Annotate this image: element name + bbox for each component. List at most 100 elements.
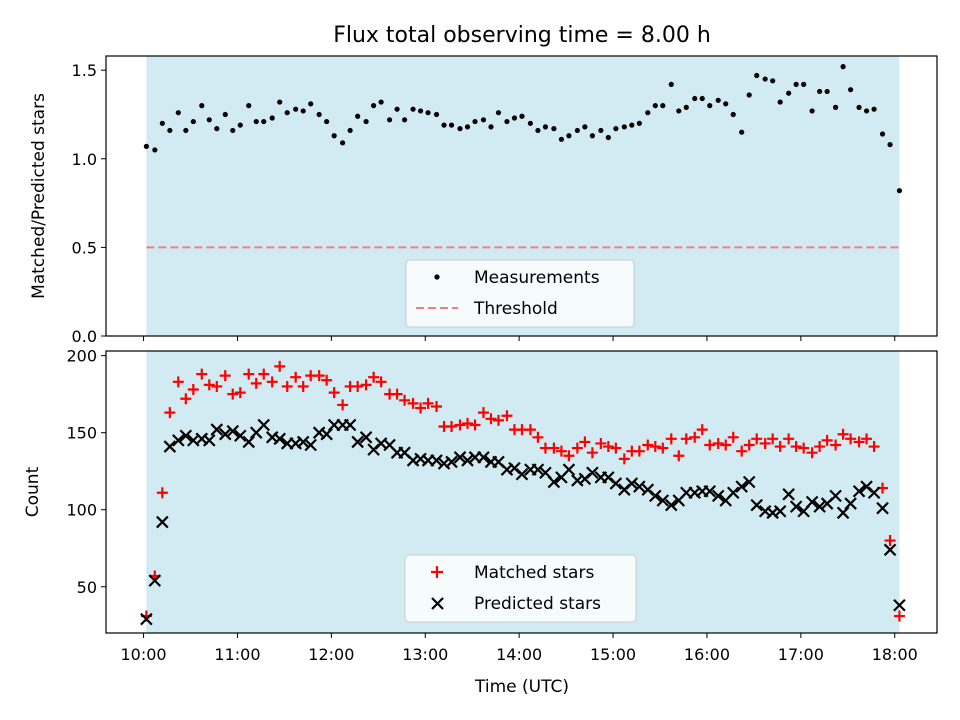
measurement-point (386, 117, 393, 123)
matched-star-point (250, 377, 262, 389)
matched-star-point (814, 441, 826, 453)
measurement-point (832, 104, 839, 110)
bottom-axes-frame (105, 350, 938, 634)
measurement-point (504, 118, 510, 125)
measurement-point (777, 99, 783, 105)
matched-star-point (642, 439, 654, 451)
matched-star-point (853, 436, 865, 448)
measurement-point (246, 103, 252, 109)
count-panel: 50 100 150 200 10:00 11:00 12:00 13:00 14:00 15:… (23, 347, 938, 697)
measurement-point (824, 88, 830, 95)
bottom-x-ticks: 10:00 11:00 12:00 13:00 14:00 15:00 16:00 17:00… (121, 633, 918, 664)
matched-star-point (524, 424, 536, 436)
matched-star-point (266, 376, 278, 388)
top-x-ticks (143, 336, 896, 341)
measurement-point (668, 81, 674, 87)
predicted-star-point (172, 434, 185, 447)
measurement-point (143, 143, 149, 149)
measurement-point (293, 106, 299, 112)
measurement-point (433, 111, 440, 118)
measurement-point (636, 120, 642, 126)
predicted-star-point (893, 598, 906, 612)
matched-star-point (180, 393, 192, 405)
matched-star-point (203, 379, 215, 391)
matched-star-point (462, 417, 474, 429)
predicted-star-point (273, 432, 286, 446)
matched-star-point (736, 445, 748, 457)
matched-star-point (821, 434, 833, 446)
matched-star-point (743, 439, 755, 451)
matched-star-point (571, 442, 583, 454)
predicted-star-points (140, 418, 906, 626)
matched-star-point (274, 360, 286, 372)
measurement-point (472, 118, 478, 125)
measurement-point (707, 103, 713, 109)
x-tick-label: 18:00 (872, 645, 918, 664)
ratio-panel: 0.0 0.5 1.0 1.5 Matched/Predicted stars Mea… (29, 55, 938, 346)
top-y-tick-label: 0.5 (72, 238, 97, 257)
measurement-point (448, 122, 455, 128)
predicted-star-point (179, 429, 193, 443)
measurement-point (347, 127, 353, 134)
measurement-point (355, 113, 361, 119)
measurement-point (167, 127, 173, 134)
measurement-point (542, 124, 549, 130)
predicted-star-point (836, 506, 850, 520)
top-y-ticks: 0.0 0.5 1.0 1.5 (72, 61, 106, 346)
top-axes-frame (105, 55, 938, 337)
predicted-star-point (453, 451, 467, 464)
matched-star-point (469, 419, 481, 431)
measurement-point (300, 108, 306, 114)
matched-star-point (446, 421, 458, 433)
matched-star-point (328, 387, 340, 399)
measurement-point (199, 103, 205, 109)
predicted-star-point (242, 435, 256, 449)
top-legend-box (405, 259, 635, 328)
measurement-point (324, 118, 330, 125)
measurement-point (817, 88, 823, 95)
matched-star-point (321, 374, 333, 386)
matched-star-point (868, 441, 880, 453)
matched-star-point (234, 387, 246, 399)
matched-star-point (477, 407, 489, 419)
matched-star-point (586, 447, 598, 459)
matched-star-point (431, 400, 443, 412)
predicted-star-point (649, 489, 662, 503)
bottom-y-tick-label: 50 (77, 578, 97, 597)
predicted-star-point (726, 486, 740, 500)
matched-star-point (595, 437, 607, 449)
predicted-star-point (750, 498, 763, 512)
top-y-tick-label: 1.5 (72, 61, 97, 80)
measurement-point (692, 95, 698, 102)
matched-star-point (227, 388, 239, 400)
measurement-point (190, 118, 196, 125)
measurement-point (770, 78, 776, 84)
legend-predicted-marker (431, 597, 444, 610)
matched-star-point (391, 388, 403, 400)
matched-star-point (633, 445, 645, 457)
matched-star-point (783, 433, 795, 445)
predicted-star-point (351, 435, 364, 449)
measurement-point (840, 64, 846, 70)
predicted-star-point (813, 500, 826, 513)
measurement-point (863, 108, 870, 114)
matched-star-point (774, 441, 786, 453)
bottom-y-axis-label: Count (23, 466, 43, 517)
measurement-point (183, 127, 189, 134)
legend-threshold-label: Threshold (473, 299, 558, 319)
matched-star-point (790, 441, 802, 453)
matched-star-point (689, 431, 701, 443)
matched-star-point (211, 380, 223, 392)
predicted-star-point (664, 498, 678, 512)
bottom-y-tick-label: 150 (66, 424, 97, 443)
measurement-point (410, 106, 416, 112)
matched-star-point (830, 439, 842, 451)
matched-star-point (281, 380, 293, 392)
x-tick-label: 14:00 (496, 645, 542, 664)
matched-star-point (806, 447, 818, 459)
predicted-star-point (148, 574, 162, 587)
measurement-point (316, 111, 322, 118)
predicted-star-point (296, 435, 310, 449)
measurement-point (284, 110, 290, 116)
